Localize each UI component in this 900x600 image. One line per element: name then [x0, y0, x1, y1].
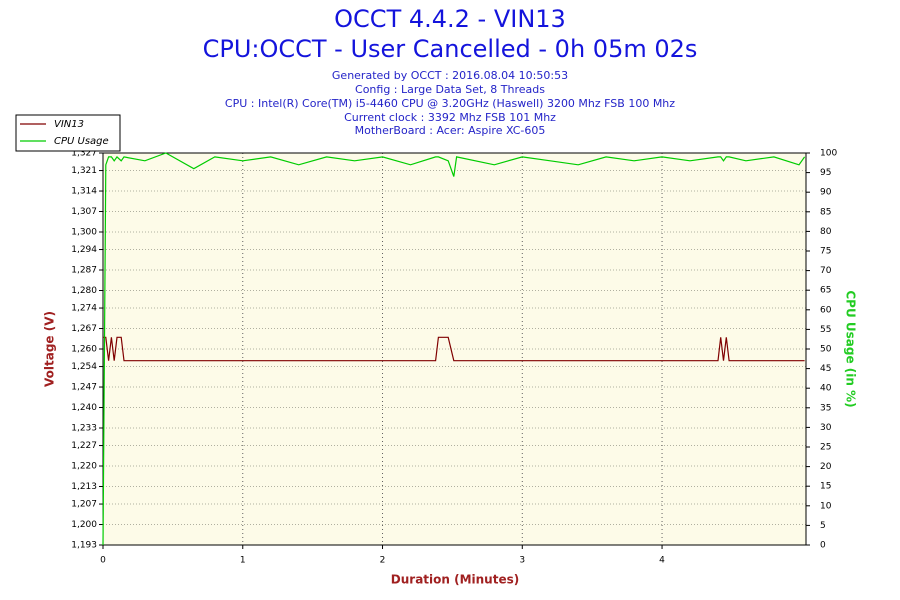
y-tick-label: 1,327	[71, 149, 97, 159]
y2-tick-label: 10	[820, 501, 832, 511]
y-tick-label: 1,227	[71, 441, 97, 451]
info-line: Current clock : 3392 Mhz FSB 101 Mhz	[344, 111, 556, 124]
y-tick-label: 1,314	[71, 187, 97, 197]
y2-tick-label: 0	[820, 541, 826, 551]
y-tick-label: 1,267	[71, 324, 97, 334]
y-tick-label: 1,247	[71, 383, 97, 393]
x-tick-label: 3	[519, 556, 525, 566]
y2-tick-label: 80	[820, 227, 832, 237]
info-line: Generated by OCCT : 2016.08.04 10:50:53	[332, 69, 568, 82]
y-tick-label: 1,300	[71, 227, 97, 237]
y2-tick-label: 95	[820, 168, 831, 178]
y2-tick-label: 60	[820, 305, 832, 315]
y-tick-label: 1,200	[71, 520, 97, 530]
y-tick-label: 1,213	[71, 482, 97, 492]
x-tick-label: 0	[100, 556, 106, 566]
y2-tick-label: 25	[820, 443, 831, 453]
y-tick-label: 1,260	[71, 345, 97, 355]
y2-tick-label: 85	[820, 207, 831, 217]
y-tick-label: 1,220	[71, 462, 97, 472]
y2-tick-label: 50	[820, 345, 832, 355]
y-tick-label: 1,254	[71, 362, 97, 372]
legend-box	[15, 114, 121, 152]
info-line: CPU : Intel(R) Core(TM) i5-4460 CPU @ 3.…	[225, 97, 675, 110]
y-tick-label: 1,287	[71, 266, 97, 276]
y2-tick-label: 90	[820, 188, 832, 198]
y2-tick-label: 100	[820, 149, 837, 159]
y2-tick-label: 5	[820, 521, 826, 531]
y-tick-label: 1,233	[71, 423, 97, 433]
y2-tick-label: 15	[820, 482, 831, 492]
y-tick-label: 1,274	[71, 304, 97, 314]
chart-subtitle: CPU:OCCT - User Cancelled - 0h 05m 02s	[203, 35, 698, 63]
y2-tick-label: 45	[820, 364, 831, 374]
y2-tick-label: 20	[820, 462, 832, 472]
x-axis-label: Duration (Minutes)	[391, 573, 519, 587]
y2-axis-label: CPU Usage (in %)	[844, 290, 858, 407]
y-tick-label: 1,294	[71, 245, 97, 255]
x-tick-label: 1	[240, 556, 246, 566]
legend-label: VIN13	[54, 119, 84, 130]
series-line	[102, 152, 806, 546]
y-axis-label: Voltage (V)	[43, 311, 57, 387]
y-tick-label: 1,307	[71, 207, 97, 217]
y2-tick-label: 35	[820, 403, 831, 413]
y-tick-label: 1,193	[71, 541, 97, 551]
y2-tick-label: 40	[820, 384, 832, 394]
y-tick-label: 1,240	[71, 403, 97, 413]
y-tick-label: 1,321	[71, 166, 97, 176]
y-tick-label: 1,280	[71, 286, 97, 296]
chart-title: OCCT 4.4.2 - VIN13	[334, 5, 566, 33]
x-tick-label: 4	[659, 556, 665, 566]
plot-frame	[102, 152, 807, 546]
info-line: Config : Large Data Set, 8 Threads	[355, 83, 545, 96]
x-tick-label: 2	[380, 556, 386, 566]
y2-tick-label: 65	[820, 286, 831, 296]
info-line: MotherBoard : Acer: Aspire XC-605	[355, 124, 546, 137]
legend-label: CPU Usage	[54, 136, 109, 147]
y2-tick-label: 75	[820, 247, 831, 257]
y2-tick-label: 70	[820, 266, 832, 276]
y-tick-label: 1,207	[71, 500, 97, 510]
y2-tick-label: 30	[820, 423, 832, 433]
series-line	[103, 336, 805, 362]
y2-tick-label: 55	[820, 325, 831, 335]
